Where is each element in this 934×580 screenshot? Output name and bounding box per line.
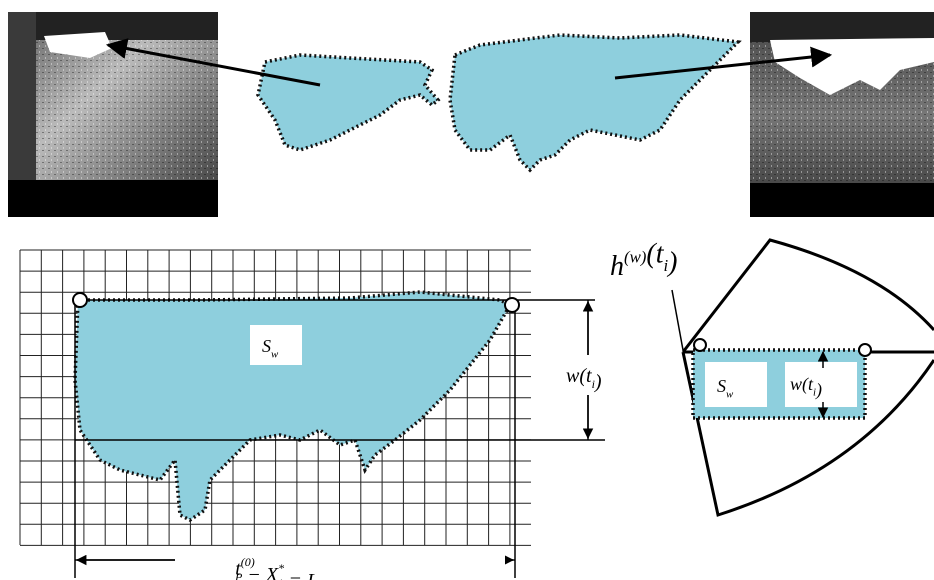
label-part: = L	[283, 570, 318, 580]
label-part: )	[666, 247, 677, 278]
page: Sw w(ti) t(0)P − X*1 = Lw h(w)(ti) Sw w(…	[0, 0, 934, 580]
label-part: w	[726, 388, 734, 400]
height-label: h(w)(ti)	[610, 238, 677, 282]
right-photo	[750, 12, 934, 217]
label-part: w	[271, 348, 279, 360]
label-part: )	[594, 371, 602, 393]
label-part: w(t	[790, 374, 814, 395]
left-photo	[8, 12, 218, 217]
label-part: h	[610, 251, 624, 282]
wear-zone-left	[258, 55, 438, 150]
label-box	[175, 548, 505, 578]
label-part: )	[815, 379, 822, 400]
label-part: (t	[646, 238, 664, 269]
label-part: − X	[242, 564, 278, 580]
wear-zone-right	[450, 35, 738, 170]
label-part: (w)	[624, 247, 647, 266]
label-part: w(t	[566, 365, 592, 387]
label-part: S	[717, 376, 726, 396]
label-part: S	[262, 336, 271, 356]
